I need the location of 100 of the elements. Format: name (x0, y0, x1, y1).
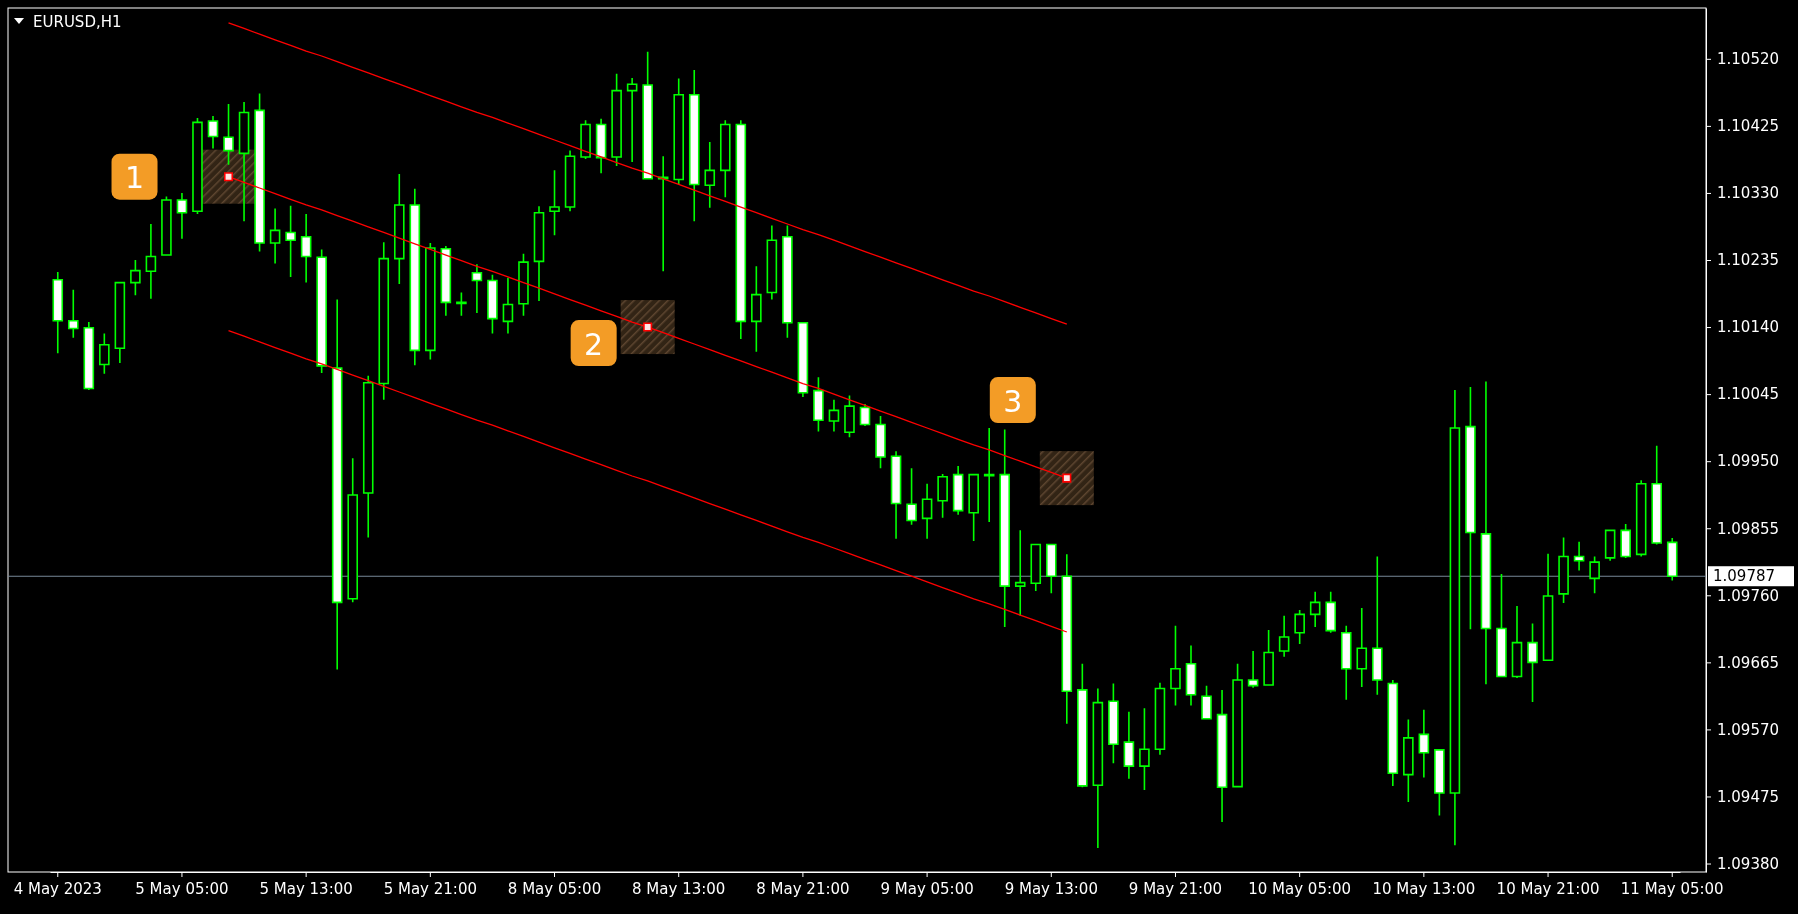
candlestick (285, 204, 296, 278)
line-series (227, 329, 1068, 633)
annotation: 1 (124, 160, 145, 196)
x-tick-label: 9 May 05:00 (880, 879, 974, 898)
candlestick (906, 467, 917, 526)
candlestick (192, 117, 203, 215)
candlestick (1309, 590, 1321, 628)
line-series (227, 22, 1068, 325)
candlestick (828, 398, 840, 433)
candlestick (1139, 707, 1150, 791)
candlestick (1232, 662, 1243, 788)
candlestick (487, 274, 498, 335)
candlestick (766, 224, 778, 301)
candlestick (611, 72, 622, 167)
candlestick (269, 207, 281, 265)
point (223, 172, 234, 182)
candlestick (130, 259, 141, 297)
candlestick (657, 155, 669, 273)
candlestick (626, 77, 638, 163)
candlestick (331, 298, 343, 671)
candlestick (1511, 605, 1523, 679)
candlestick (1108, 682, 1119, 765)
candlestick (719, 119, 731, 198)
candlestick (300, 213, 312, 284)
candlestick (564, 149, 576, 213)
candlestick (1061, 553, 1073, 725)
candlestick (1480, 380, 1492, 686)
candlestick (1092, 687, 1104, 849)
candlestick (67, 288, 79, 339)
y-tick-label: 1.09950 (1717, 452, 1780, 471)
candlestick (533, 205, 545, 302)
candlestick (456, 291, 467, 317)
y-tick-label: 1.09475 (1717, 787, 1780, 806)
candlestick (1418, 708, 1430, 779)
ref-line-label: 1.09787 (1713, 567, 1776, 586)
candlestick (921, 482, 933, 540)
y-tick-label: 1.10140 (1717, 318, 1780, 337)
annotation: 2 (584, 326, 604, 362)
candlestick (1651, 444, 1663, 546)
point (643, 322, 653, 332)
candlestick (1170, 624, 1181, 707)
y-tick-label: 1.09570 (1717, 720, 1780, 739)
candlestick (502, 276, 514, 335)
candlestick (1294, 609, 1305, 645)
candlestick (176, 192, 188, 240)
candlestick (704, 141, 716, 209)
candlestick (518, 252, 529, 317)
x-tick-label: 10 May 05:00 (1248, 879, 1352, 898)
candlestick (1434, 749, 1445, 817)
candlestick (1185, 644, 1197, 707)
candlestick (1325, 590, 1337, 634)
x-tick-label: 10 May 13:00 (1372, 879, 1476, 898)
candlestick (983, 427, 995, 523)
candlestick (1465, 386, 1476, 630)
candlestick (1278, 614, 1290, 658)
candlestick (393, 173, 405, 285)
candlestick (1558, 536, 1569, 604)
candlestick (207, 115, 219, 150)
candlestick (1403, 718, 1414, 803)
candlestick (797, 322, 809, 398)
candlestick (99, 332, 110, 375)
candlestick (1573, 540, 1585, 572)
candlestick (471, 263, 483, 314)
x-tick-label: 5 May 05:00 (135, 879, 229, 898)
candlestick (1371, 555, 1383, 696)
candlestick (1449, 389, 1461, 846)
candlestick (1635, 479, 1647, 558)
candlestick (890, 450, 902, 540)
candlestick (1527, 622, 1538, 703)
candlestick (952, 465, 964, 516)
candlestick (688, 69, 700, 222)
candlestick (440, 245, 452, 317)
annotation: 3 (1003, 383, 1023, 419)
candlestick (425, 242, 436, 361)
candlestick (409, 187, 421, 366)
candlestick (595, 118, 607, 174)
x-tick-label: 5 May 13:00 (259, 879, 353, 898)
candlestick (859, 403, 871, 427)
candlestick (1263, 629, 1274, 686)
candlestick (782, 224, 793, 339)
candlestick (145, 223, 157, 300)
candlestick (999, 428, 1011, 628)
x-tick-label: 8 May 21:00 (756, 879, 850, 898)
x-tick-label: 8 May 13:00 (632, 879, 726, 898)
chart-title: EURUSD,H1 (33, 13, 122, 31)
candlestick (1340, 624, 1352, 701)
y-tick-label: 1.09380 (1717, 854, 1780, 873)
candlestick (223, 103, 234, 166)
candlestick (362, 374, 374, 539)
point (1062, 473, 1072, 483)
candlestick (1030, 543, 1042, 592)
candlestick (1077, 662, 1088, 789)
candlestick (580, 119, 591, 160)
candlestick (52, 271, 64, 354)
y-tick-label: 1.10045 (1717, 385, 1780, 404)
candlestick (813, 376, 824, 433)
candlestick (735, 119, 747, 340)
candlestick (549, 169, 560, 237)
x-tick-label: 8 May 05:00 (507, 879, 602, 898)
candlestick (1154, 682, 1166, 756)
